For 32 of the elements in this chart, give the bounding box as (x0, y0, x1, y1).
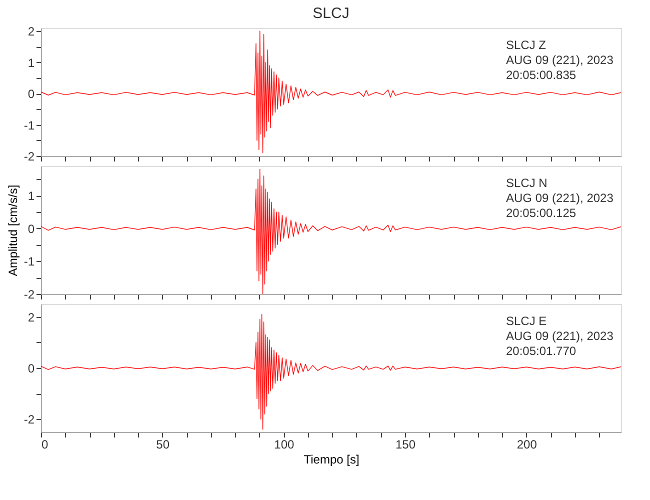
y-tick-label: -2 (24, 288, 35, 302)
annotation: 20:05:01.770 (506, 344, 576, 358)
y-tick-label: -1 (24, 118, 35, 132)
y-tick-label: -2 (24, 412, 35, 427)
x-tick-label: 100 (274, 438, 295, 452)
y-tick-label: 2 (28, 310, 35, 324)
x-axis-title: Tiempo [s] (304, 452, 360, 466)
annotation: SLCJ Z (506, 38, 546, 52)
annotation: SLCJ E (506, 314, 547, 328)
line-series (41, 30, 621, 154)
annotation: SLCJ N (506, 176, 548, 190)
chart-title: SLCJ (312, 5, 350, 22)
y-tick-label: 0 (28, 362, 35, 376)
y-tick-label: 0 (28, 222, 35, 236)
annotation: 20:05:00.835 (506, 68, 576, 82)
y-tick-label: -2 (24, 150, 35, 164)
y-axis-title: Amplitud [cm/s/s] (6, 184, 20, 276)
annotation: AUG 09 (221), 2023 (506, 191, 614, 205)
line-series (41, 168, 621, 294)
x-tick-label: 0 (42, 438, 48, 452)
x-tick-label: 50 (156, 438, 170, 452)
x-tick-label: 200 (516, 438, 538, 452)
y-tick-label: 0 (28, 87, 35, 102)
y-tick-label: -1 (24, 254, 35, 269)
x-tick-label: 150 (396, 438, 416, 452)
y-tick-label: 1 (28, 189, 35, 204)
annotation: 20:05:00.125 (506, 206, 576, 220)
line-series (41, 314, 621, 430)
annotation: AUG 09 (221), 2023 (506, 53, 614, 67)
y-tick-label: 1 (28, 56, 35, 70)
annotation: AUG 09 (221), 2023 (506, 329, 614, 343)
y-tick-label: 2 (28, 24, 35, 39)
